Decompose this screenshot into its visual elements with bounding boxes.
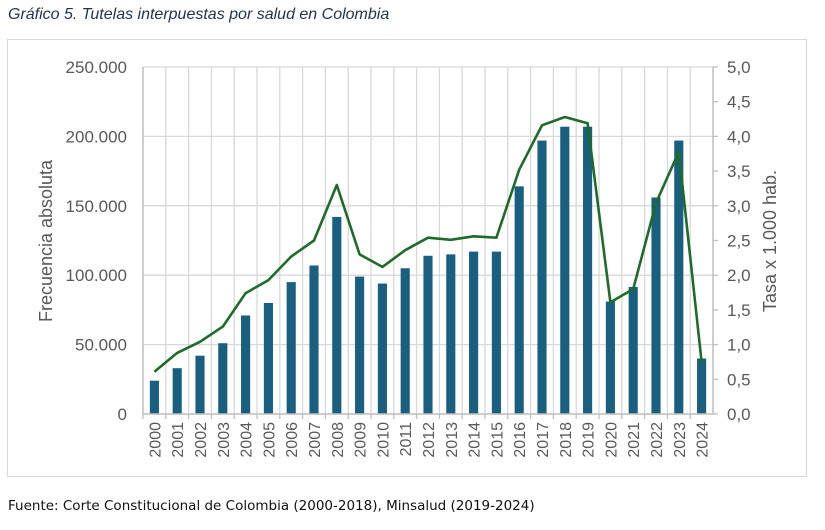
y-tick-label: 50.000: [75, 336, 127, 355]
source-note: Fuente: Corte Constitucional de Colombia…: [8, 498, 535, 514]
y-axis-right-ticks: 0,0 0,5 1,0 1,5 2,0 2,5 3,0 3,5 4,0 4,5 5,0: [713, 58, 751, 424]
y2-tick-label: 1,0: [727, 336, 751, 355]
x-tick-label: 2016: [512, 422, 529, 458]
x-tick-label: 2010: [375, 422, 392, 458]
bar: [674, 140, 684, 414]
y-tick-label: 0: [118, 405, 127, 424]
x-tick-label: 2007: [307, 422, 324, 458]
x-tick-label: 2002: [193, 422, 210, 458]
y2-tick-label: 3,5: [727, 162, 751, 181]
x-tick-label: 2012: [421, 422, 438, 458]
gridlines: [143, 66, 713, 415]
y-axis-title: Frecuencia absoluta: [36, 159, 56, 322]
bar: [469, 251, 479, 414]
x-tick-label: 2009: [353, 422, 370, 458]
bar: [537, 140, 547, 414]
x-axis-ticks: 2000 2001 2002 2003 2004 2005 2006 2007 2008 2009…: [142, 414, 712, 458]
x-tick-label: 2020: [603, 422, 620, 458]
x-tick-label: 2001: [170, 422, 187, 458]
x-tick-label: 2022: [649, 422, 666, 458]
x-tick-label: 2023: [672, 422, 689, 458]
x-tick-label: 2014: [467, 422, 484, 458]
x-tick-label: 2019: [581, 422, 598, 458]
x-tick-label: 2024: [695, 422, 712, 458]
bar: [355, 276, 365, 414]
x-tick-label: 2005: [261, 422, 278, 458]
x-tick-label: 2008: [330, 422, 347, 458]
x-tick-label: 2021: [626, 422, 643, 458]
bar: [149, 380, 159, 414]
y2-tick-label: 0,0: [727, 405, 751, 424]
y-axis-left-ticks: 0 50.000 100.000 150.000 200.000 250.000: [66, 58, 127, 424]
line-series: [153, 115, 703, 373]
y2-tick-label: 1,5: [727, 301, 751, 320]
bar: [377, 283, 387, 414]
bar: [491, 251, 501, 414]
bar: [697, 358, 707, 414]
x-tick-label: 2015: [489, 422, 506, 458]
y-tick-label: 150.000: [66, 197, 127, 216]
y2-tick-label: 0,5: [727, 370, 751, 389]
bar: [628, 286, 638, 414]
bar: [423, 255, 433, 414]
y-tick-label: 200.000: [66, 127, 127, 146]
y2-axis-title: Tasa x 1.000 hab.: [760, 170, 780, 312]
y2-tick-label: 2,0: [727, 266, 751, 285]
bar: [605, 301, 615, 414]
chart-title: Gráfico 5. Tutelas interpuestas por salu…: [8, 6, 390, 23]
x-tick-label: 2004: [239, 422, 256, 458]
bar: [241, 315, 251, 414]
bar: [172, 368, 182, 414]
bar: [286, 282, 296, 414]
bar: [446, 254, 456, 414]
bar: [263, 302, 273, 414]
y-tick-label: 100.000: [66, 266, 127, 285]
x-tick-label: 2006: [284, 422, 301, 458]
bar: [400, 268, 410, 414]
bar: [583, 126, 593, 415]
y2-tick-label: 3,0: [727, 197, 751, 216]
x-tick-label: 2000: [147, 422, 164, 458]
bar: [218, 343, 228, 414]
bar: [560, 126, 570, 415]
bar: [332, 216, 342, 414]
x-tick-label: 2003: [216, 422, 233, 458]
bar: [195, 355, 205, 414]
x-tick-label: 2018: [558, 422, 575, 458]
bar-series: [149, 126, 707, 415]
y2-tick-label: 4,0: [727, 127, 751, 146]
bar: [651, 197, 661, 414]
x-tick-label: 2017: [535, 422, 552, 458]
x-tick-label: 2013: [444, 422, 461, 458]
y2-tick-label: 2,5: [727, 232, 751, 251]
x-tick-label: 2011: [398, 422, 415, 457]
bar: [514, 186, 524, 414]
y-tick-label: 250.000: [66, 58, 127, 77]
y2-tick-label: 5,0: [727, 58, 751, 77]
bar: [309, 265, 319, 414]
y2-tick-label: 4,5: [727, 93, 751, 112]
chart-frame: [7, 39, 807, 477]
